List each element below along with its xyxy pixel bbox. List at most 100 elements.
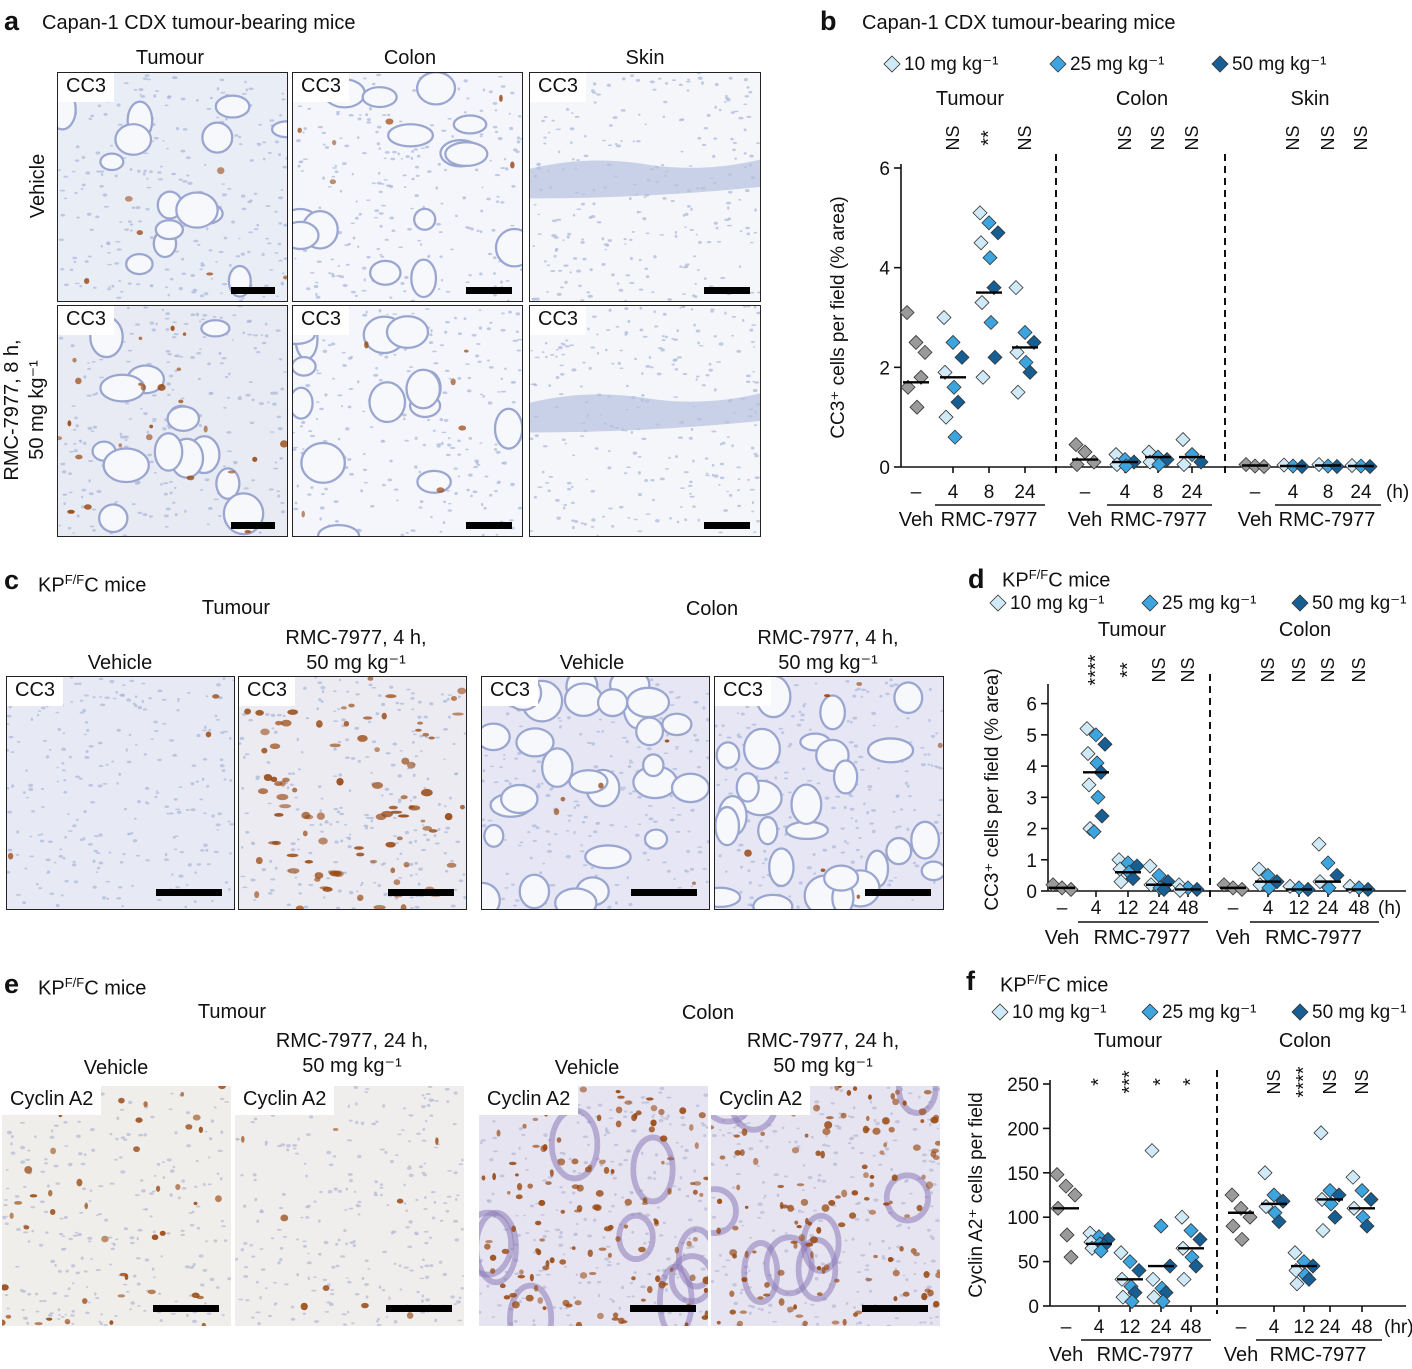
gland (444, 141, 489, 168)
data-point (945, 334, 961, 350)
nucleus (734, 157, 737, 160)
nucleus (576, 804, 580, 807)
stained-cell (385, 841, 396, 848)
nucleus (872, 1154, 876, 1157)
nucleus (568, 1157, 572, 1161)
stained-cell (385, 118, 394, 125)
nucleus (98, 1185, 104, 1188)
stained-cell (744, 1205, 749, 1209)
nucleus (165, 147, 169, 150)
nucleus (293, 507, 299, 511)
nucleus (124, 438, 128, 442)
nucleus (919, 1321, 923, 1324)
nucleus (599, 1163, 603, 1167)
nucleus (99, 696, 102, 698)
nucleus (909, 741, 913, 743)
nucleus (129, 332, 134, 335)
nucleus (677, 1187, 682, 1191)
data-point (909, 399, 925, 415)
nucleus (335, 1242, 339, 1246)
nucleus (376, 73, 382, 77)
nucleus (127, 282, 132, 285)
data-point (1080, 746, 1096, 762)
nucleus (156, 1162, 161, 1166)
nucleus (178, 287, 183, 291)
nucleus (648, 355, 652, 359)
nucleus (657, 347, 663, 350)
nucleus (492, 256, 497, 260)
gland (493, 407, 522, 450)
nucleus (632, 451, 638, 455)
nucleus (619, 789, 625, 791)
nucleus (82, 708, 87, 713)
nucleus (418, 506, 423, 509)
nucleus (294, 1152, 300, 1155)
y-tick-label: 3 (1026, 788, 1037, 809)
nucleus (514, 757, 519, 760)
nucleus (629, 281, 635, 285)
nucleus (167, 352, 172, 356)
nucleus (245, 393, 251, 397)
group-label-tumour: Tumour (197, 1001, 267, 1023)
gland (819, 694, 847, 731)
nucleus (556, 717, 561, 719)
stained-cell (281, 719, 292, 727)
nucleus (892, 1139, 898, 1142)
nucleus (192, 1263, 196, 1267)
stained-cell (537, 1297, 544, 1304)
stained-cell (353, 846, 364, 850)
gland (910, 820, 941, 860)
nucleus (583, 815, 588, 819)
nucleus (674, 368, 679, 371)
data-point (1321, 880, 1337, 896)
stained-cell (891, 1174, 898, 1181)
stained-cell (863, 1172, 869, 1179)
nucleus (439, 1219, 444, 1223)
stained-cell (517, 1274, 526, 1279)
nucleus (200, 294, 204, 298)
nucleus (423, 1208, 428, 1210)
nucleus (590, 866, 594, 870)
nucleus (262, 157, 266, 161)
nucleus (188, 1211, 193, 1214)
micrograph-a-vehicle-skin: CC3 (529, 72, 761, 302)
nucleus (253, 346, 258, 350)
stained-cell (658, 1108, 665, 1116)
nucleus (705, 472, 709, 475)
nucleus (248, 231, 254, 234)
nucleus (572, 257, 578, 260)
col-label-skin: Skin (625, 47, 665, 69)
nucleus (582, 257, 587, 261)
stained-cell (816, 1226, 822, 1234)
nucleus (297, 105, 303, 108)
nucleus (368, 107, 373, 111)
stained-cell (371, 781, 384, 789)
nucleus (673, 1323, 678, 1326)
nucleus (380, 440, 386, 443)
nucleus (409, 896, 414, 899)
nucleus (256, 142, 260, 145)
nucleus (175, 126, 180, 131)
stain-label: CC3 (715, 677, 772, 706)
nucleus (718, 342, 724, 346)
nucleus (89, 1189, 93, 1192)
nucleus (515, 1214, 519, 1217)
nucleus (78, 1211, 84, 1214)
nucleus (244, 753, 250, 756)
nucleus (84, 755, 90, 759)
stained-cell (510, 161, 515, 169)
nucleus (282, 714, 286, 718)
legend-swatch (1049, 55, 1067, 73)
nucleus (627, 319, 631, 324)
nucleus (83, 694, 89, 697)
stained-cell (302, 830, 308, 837)
nucleus (425, 1275, 430, 1279)
nucleus (660, 163, 665, 167)
nucleus (62, 856, 66, 860)
stained-cell (565, 1303, 573, 1308)
nucleus (409, 799, 413, 802)
nucleus (381, 204, 387, 207)
nucleus (853, 744, 859, 748)
nucleus (149, 321, 155, 325)
nucleus (417, 715, 422, 719)
